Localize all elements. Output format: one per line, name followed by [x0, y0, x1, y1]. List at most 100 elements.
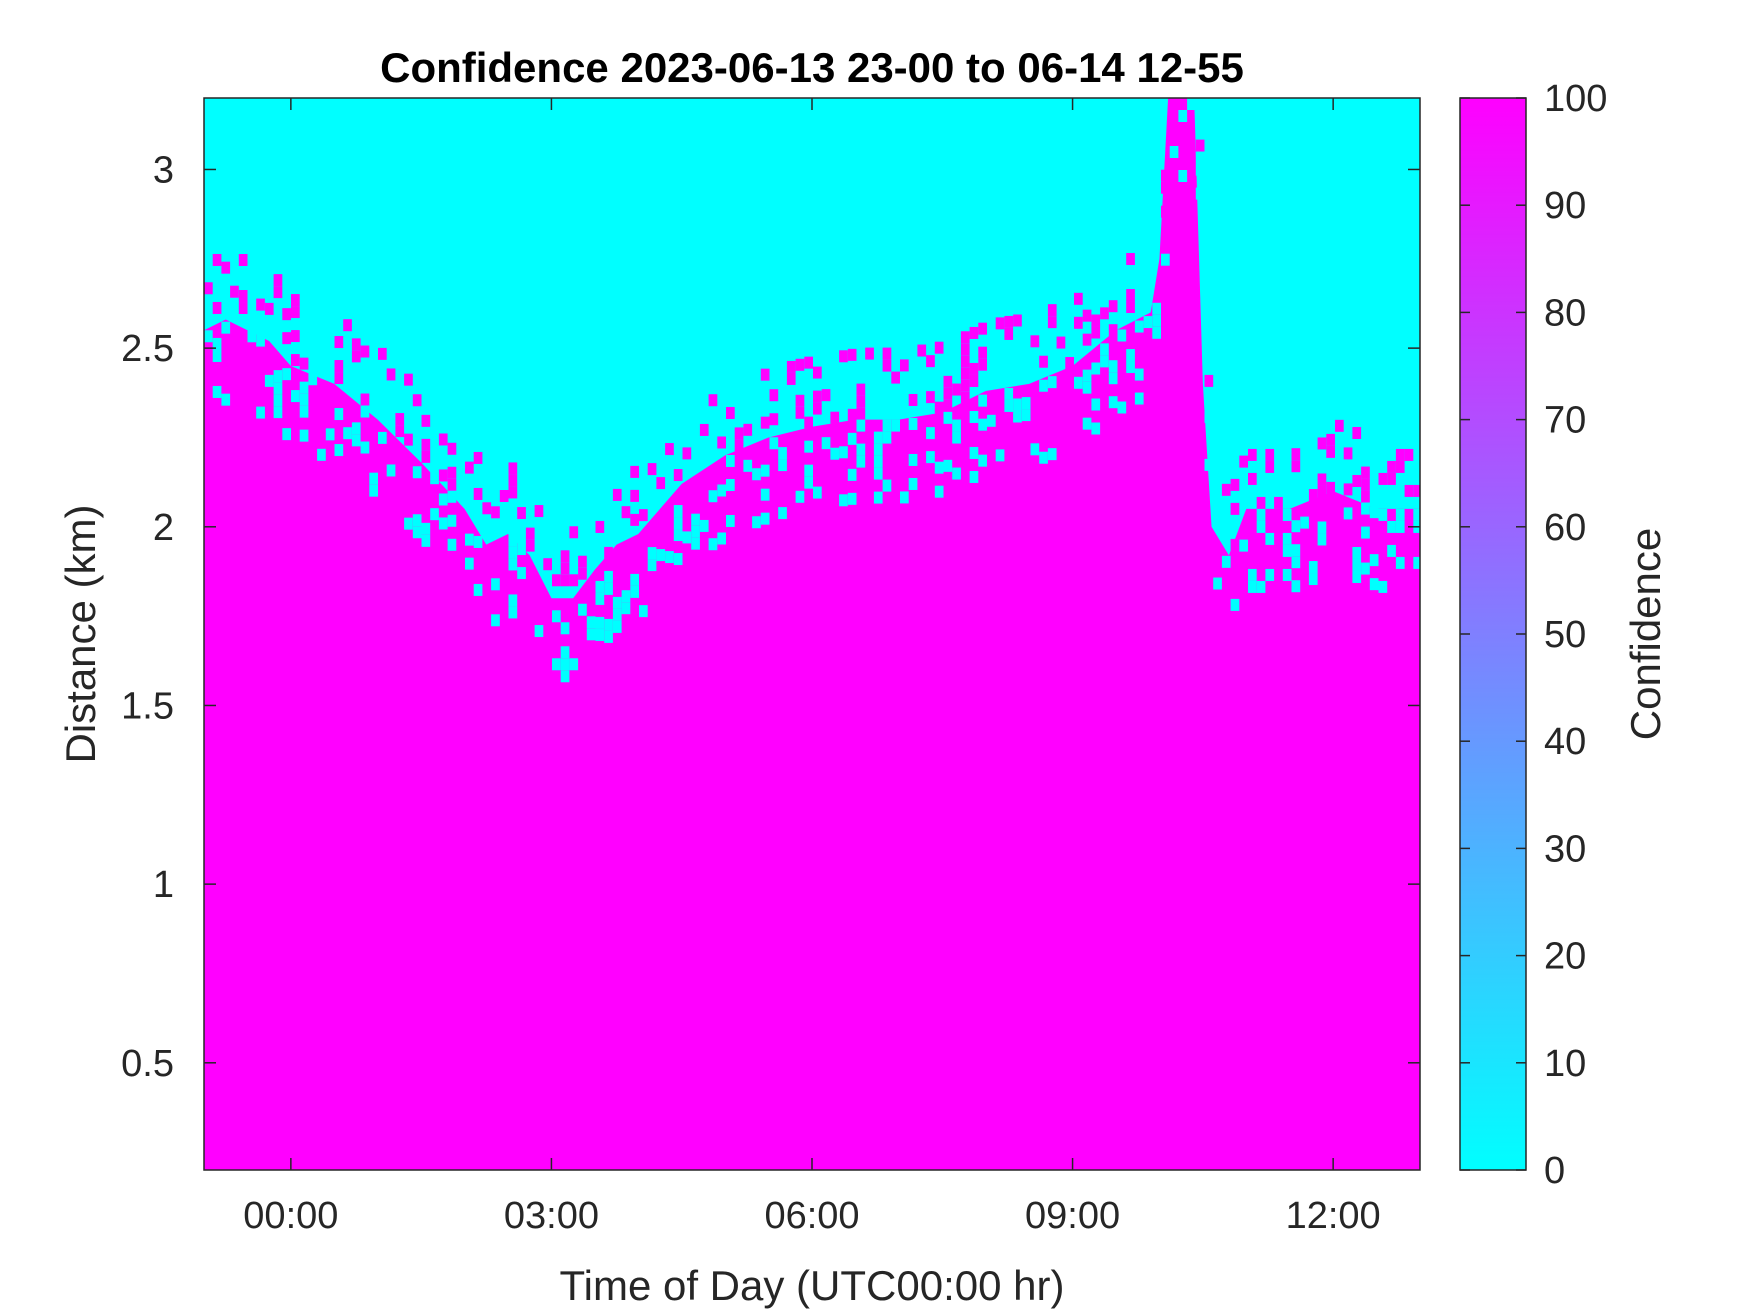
heatmap-cell [612, 608, 622, 621]
heatmap-cell [847, 492, 857, 505]
heatmap-cell [847, 432, 857, 445]
y-tick-label: 0.5 [121, 1043, 174, 1085]
heatmap-cell [386, 368, 396, 381]
heatmap-cell [1395, 556, 1405, 569]
heatmap-cell [691, 525, 700, 538]
heatmap-cell [1265, 568, 1275, 581]
heatmap-cell [830, 447, 840, 460]
heatmap-cell [882, 347, 892, 360]
heatmap-cell [395, 425, 405, 438]
heatmap-cell [447, 490, 457, 503]
heatmap-cell [256, 406, 265, 419]
heatmap-cell [1248, 580, 1257, 593]
heatmap-cell [1108, 360, 1118, 373]
heatmap-cell [204, 330, 213, 343]
heatmap-cell [1195, 139, 1205, 152]
heatmap-cell [1343, 447, 1353, 460]
heatmap-cell [978, 358, 987, 371]
heatmap-cell [673, 553, 683, 566]
heatmap-cell [926, 451, 935, 464]
heatmap-cell [1169, 146, 1179, 158]
heatmap-cell [691, 513, 700, 526]
heatmap-cell [1074, 316, 1083, 329]
heatmap-cell [256, 334, 265, 347]
heatmap-cell [734, 427, 744, 440]
heatmap-cell [1326, 481, 1335, 494]
heatmap-cell [839, 446, 848, 459]
heatmap-cell [952, 419, 961, 432]
heatmap-cell [334, 372, 344, 385]
heatmap-cell [743, 423, 753, 436]
heatmap-cell [630, 489, 639, 502]
heatmap-cell [334, 408, 344, 421]
heatmap-cell [1265, 532, 1275, 545]
heatmap-cell [612, 620, 622, 633]
heatmap-cell [960, 331, 970, 344]
heatmap-cell [621, 590, 631, 603]
heatmap-cell [1065, 356, 1074, 369]
heatmap-cell [630, 585, 639, 598]
heatmap-cell [221, 321, 231, 334]
heatmap-cell [995, 317, 1005, 330]
heatmap-cell [769, 437, 779, 450]
heatmap-cell [273, 370, 283, 383]
colorbar-tick-label: 30 [1544, 828, 1586, 870]
heatmap-cell [1117, 401, 1127, 414]
heatmap-cell [1274, 496, 1283, 509]
heatmap-cell [578, 603, 587, 616]
heatmap-cell [708, 538, 718, 551]
heatmap-cell [908, 417, 918, 430]
heatmap-cell [412, 514, 422, 527]
heatmap-cell [830, 411, 840, 424]
heatmap-cell [560, 658, 570, 671]
heatmap-cell [960, 391, 970, 404]
heatmap-cell [900, 359, 909, 372]
heatmap-cell [517, 543, 526, 556]
heatmap-cell [1248, 568, 1257, 581]
heatmap-cell [1047, 304, 1057, 317]
heatmap-cell [656, 549, 666, 562]
heatmap-cell [1404, 484, 1414, 497]
heatmap-cell [726, 406, 735, 419]
heatmap-cell [386, 464, 396, 477]
heatmap-cell [1352, 546, 1362, 559]
heatmap-cell [612, 596, 622, 609]
heatmap-cell [847, 468, 857, 481]
heatmap-cell [351, 350, 361, 363]
heatmap-cell [882, 479, 892, 492]
heatmap-cell [1047, 448, 1057, 461]
heatmap-cell [569, 658, 579, 671]
y-tick-label: 2.5 [121, 328, 174, 370]
heatmap-cell [673, 505, 683, 518]
heatmap-cell [969, 410, 979, 423]
heatmap-cell [447, 538, 457, 551]
heatmap-cell [943, 411, 953, 424]
heatmap-cell [1126, 361, 1135, 374]
heatmap-cell [813, 486, 822, 499]
heatmap-cell [1195, 163, 1205, 176]
heatmap-cell [291, 294, 300, 307]
heatmap-cell [630, 465, 639, 478]
heatmap-cell [1091, 326, 1101, 339]
heatmap-cell [673, 517, 683, 530]
heatmap-cell [786, 372, 796, 385]
heatmap-cell [508, 534, 518, 547]
heatmap-cell [873, 467, 883, 480]
heatmap-cell [421, 522, 431, 535]
heatmap-cell [212, 349, 222, 362]
heatmap-cell [1378, 472, 1388, 485]
heatmap-cell [1387, 460, 1396, 473]
heatmap-cell [1021, 409, 1031, 422]
heatmap-cell [1126, 253, 1135, 266]
heatmap-cell [882, 431, 892, 444]
heatmap-cell [1143, 316, 1153, 329]
y-tick-label: 1.5 [121, 685, 174, 727]
heatmap-cell [926, 427, 935, 440]
heatmap-cell [1291, 544, 1301, 557]
heatmap-cell [560, 646, 570, 659]
heatmap-cell [908, 477, 918, 490]
heatmap-cell [238, 254, 248, 267]
heatmap-cell [1387, 472, 1396, 485]
heatmap-cell [412, 394, 422, 407]
